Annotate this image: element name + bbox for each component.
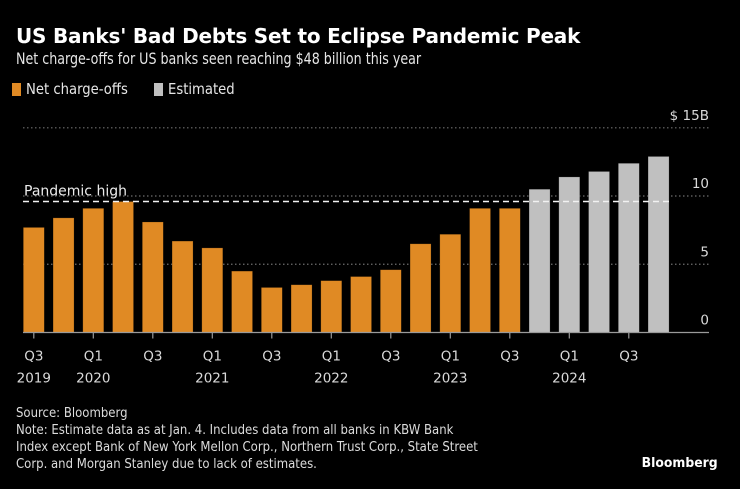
bar (231, 270, 253, 333)
bloomberg-logo: Bloomberg (641, 455, 718, 471)
bars (22, 156, 670, 333)
x-tick-label-year: 2024 (552, 371, 586, 387)
source-text: Source: Bloomberg (16, 406, 128, 421)
y-tick-label: $ 15B (670, 108, 709, 124)
bar (22, 227, 45, 333)
bar (409, 243, 432, 333)
bar (528, 188, 551, 333)
bar (588, 171, 610, 333)
y-tick-label: 10 (692, 176, 709, 192)
bar (350, 276, 372, 333)
legend-label: Net charge-offs (26, 80, 128, 98)
bar (617, 162, 640, 333)
bar (498, 208, 521, 333)
x-tick-label-quarter: Q1 (203, 349, 222, 365)
y-axis: 0 5 10 $ 15B (670, 108, 709, 329)
chart-subtitle: Net charge-offs for US banks seen reachi… (16, 49, 422, 68)
x-tick-label-year: 2023 (433, 371, 467, 387)
x-tick-label-quarter: Q3 (381, 349, 400, 365)
x-tick-label-quarter: Q3 (262, 349, 281, 365)
bar (171, 240, 194, 333)
legend-item-estimated: Estimated (153, 80, 244, 98)
legend-item-net-charge-offs: Net charge-offs (12, 80, 142, 98)
x-tick-label-quarter: Q3 (500, 349, 519, 365)
note-text: Note: Estimate data as at Jan. 4. Includ… (16, 423, 478, 472)
chart-title: US Banks' Bad Debts Set to Eclipse Pande… (16, 24, 581, 48)
x-axis: Q3 2019 Q1 2020 Q3 Q1 2021 Q3 Q1 2022 Q3 Q1 2023 Q3 Q1… (17, 331, 709, 387)
bar (290, 284, 313, 333)
x-tick-label-year: 2019 (17, 371, 51, 387)
bar (320, 280, 343, 333)
y-tick-label: 0 (700, 313, 709, 329)
x-tick-label-year: 2020 (76, 371, 110, 387)
legend-swatch-net-charge-offs (12, 82, 21, 96)
x-tick-label-quarter: Q3 (619, 349, 638, 365)
bar (82, 208, 105, 333)
bar (647, 156, 670, 333)
pandemic-high-label: Pandemic high (24, 183, 127, 199)
x-tick-label-quarter: Q3 (143, 349, 162, 365)
x-tick-label-quarter: Q1 (322, 349, 341, 365)
legend-label: Estimated (167, 80, 235, 98)
y-tick-label: 5 (700, 244, 709, 260)
bar (439, 233, 462, 333)
bar (558, 176, 581, 333)
annotations: Pandemic high (23, 183, 670, 203)
bar (52, 217, 75, 333)
bar-chart: Pandemic high Q3 2019 Q1 2020 Q3 Q1 2021 Q3 Q1 20… (17, 108, 709, 387)
bar (260, 287, 283, 333)
legend: Net charge-offs Estimated (12, 80, 256, 98)
bar (201, 247, 224, 333)
x-tick-label-quarter: Q1 (441, 349, 460, 365)
x-tick-label-year: 2021 (195, 371, 229, 387)
x-tick-label-year: 2022 (314, 371, 348, 387)
x-tick-label-quarter: Q1 (560, 349, 579, 365)
bar (469, 208, 491, 333)
bar (379, 269, 402, 333)
bar (142, 221, 164, 333)
footer-notes: Source: Bloomberg Note: Estimate data as… (16, 405, 478, 473)
x-tick-label-quarter: Q3 (24, 349, 43, 365)
x-tick-label-quarter: Q1 (84, 349, 103, 365)
legend-swatch-estimated (153, 82, 163, 96)
bar (112, 201, 134, 333)
